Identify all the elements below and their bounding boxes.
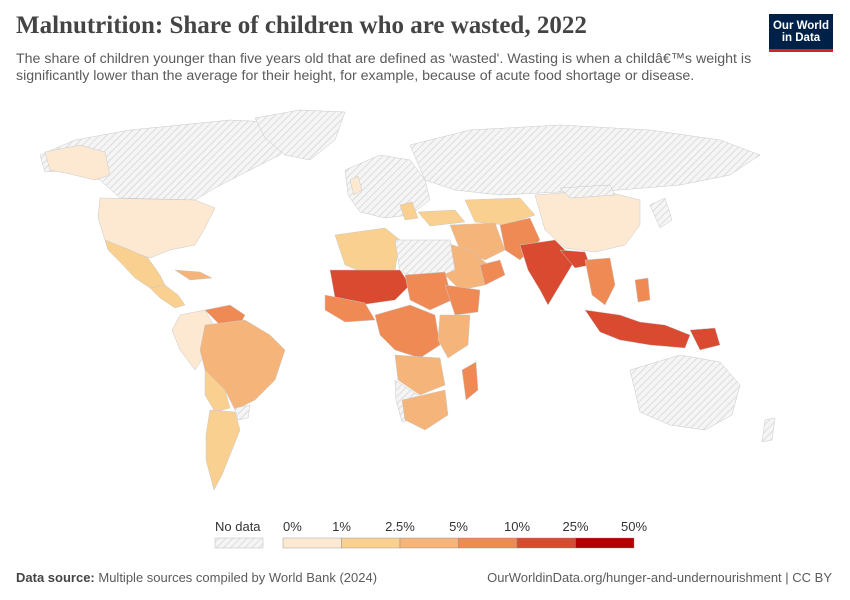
region-turkey[interactable]	[417, 209, 466, 227]
footer-source-text: Multiple sources compiled by World Bank …	[98, 570, 378, 585]
region-west-africa[interactable]	[324, 294, 376, 323]
region-usa[interactable]	[97, 197, 216, 259]
region-north-africa[interactable]	[334, 227, 401, 276]
legend-bin[interactable]	[575, 537, 635, 549]
region-philippines[interactable]	[634, 277, 651, 303]
region-balkans[interactable]	[399, 201, 419, 221]
legend-tick-label: 1%	[332, 519, 351, 534]
chart-title: Malnutrition: Share of children who are …	[16, 12, 587, 39]
region-south-africa[interactable]	[401, 389, 449, 431]
legend-bin[interactable]	[282, 537, 342, 549]
legend-bins	[282, 537, 635, 549]
region-caribbean[interactable]	[174, 269, 213, 281]
logo-line-2: in Data	[781, 32, 821, 44]
region-mongolia[interactable]	[559, 184, 616, 199]
region-venezuela-guyana[interactable]	[204, 304, 246, 326]
region-yemen-oman[interactable]	[479, 259, 506, 286]
region-australia[interactable]	[629, 354, 741, 431]
legend-tick-label: 5%	[449, 519, 468, 534]
region-uk[interactable]	[349, 175, 363, 196]
region-horn-of-africa[interactable]	[444, 284, 481, 316]
legend-tick-label: 25%	[562, 519, 588, 534]
region-brazil[interactable]	[199, 319, 286, 411]
legend-no-data-swatch	[214, 537, 264, 549]
region-india[interactable]	[519, 239, 576, 306]
region-europe[interactable]	[344, 154, 431, 219]
region-alaska[interactable]	[44, 144, 111, 181]
legend-tick-label: 0%	[283, 519, 302, 534]
footer-source-label: Data source:	[16, 570, 95, 585]
region-indonesia[interactable]	[584, 309, 691, 349]
legend-tick-label: 10%	[504, 519, 530, 534]
world-map[interactable]	[0, 100, 850, 510]
legend-tick-label: 2.5%	[385, 519, 415, 534]
region-bolivia-paraguay[interactable]	[204, 369, 231, 413]
owid-logo[interactable]: Our World in Data	[769, 14, 833, 52]
logo-line-1: Our World	[772, 20, 829, 32]
region-madagascar[interactable]	[461, 361, 479, 401]
region-argentina-chile[interactable]	[205, 409, 241, 491]
legend-ticks: 0% 1% 2.5% 5% 10% 25% 50%	[283, 519, 647, 534]
region-central-asia[interactable]	[464, 197, 536, 226]
legend-bin[interactable]	[341, 537, 401, 549]
region-korea-japan[interactable]	[649, 197, 673, 229]
region-russia[interactable]	[409, 124, 761, 196]
legend-bin[interactable]	[458, 537, 518, 549]
footer-source: Data source: Multiple sources compiled b…	[16, 570, 377, 585]
chart-subtitle: The share of children younger than five …	[16, 51, 752, 84]
region-southeast-asia[interactable]	[584, 257, 616, 306]
region-central-america[interactable]	[149, 284, 186, 309]
legend-no-data-label: No data	[215, 519, 261, 534]
legend-bin[interactable]	[399, 537, 459, 549]
region-east-africa[interactable]	[437, 314, 471, 359]
legend-bin[interactable]	[516, 537, 576, 549]
region-central-africa[interactable]	[374, 304, 441, 359]
region-sudan[interactable]	[404, 271, 453, 311]
region-uruguay[interactable]	[234, 404, 251, 421]
region-greenland[interactable]	[254, 109, 346, 161]
footer-url[interactable]: OurWorldinData.org/hunger-and-undernouri…	[487, 570, 832, 585]
region-new-zealand[interactable]	[761, 417, 776, 443]
region-angola-zambia[interactable]	[394, 354, 446, 396]
region-png[interactable]	[689, 327, 721, 351]
legend-tick-label: 50%	[621, 519, 647, 534]
